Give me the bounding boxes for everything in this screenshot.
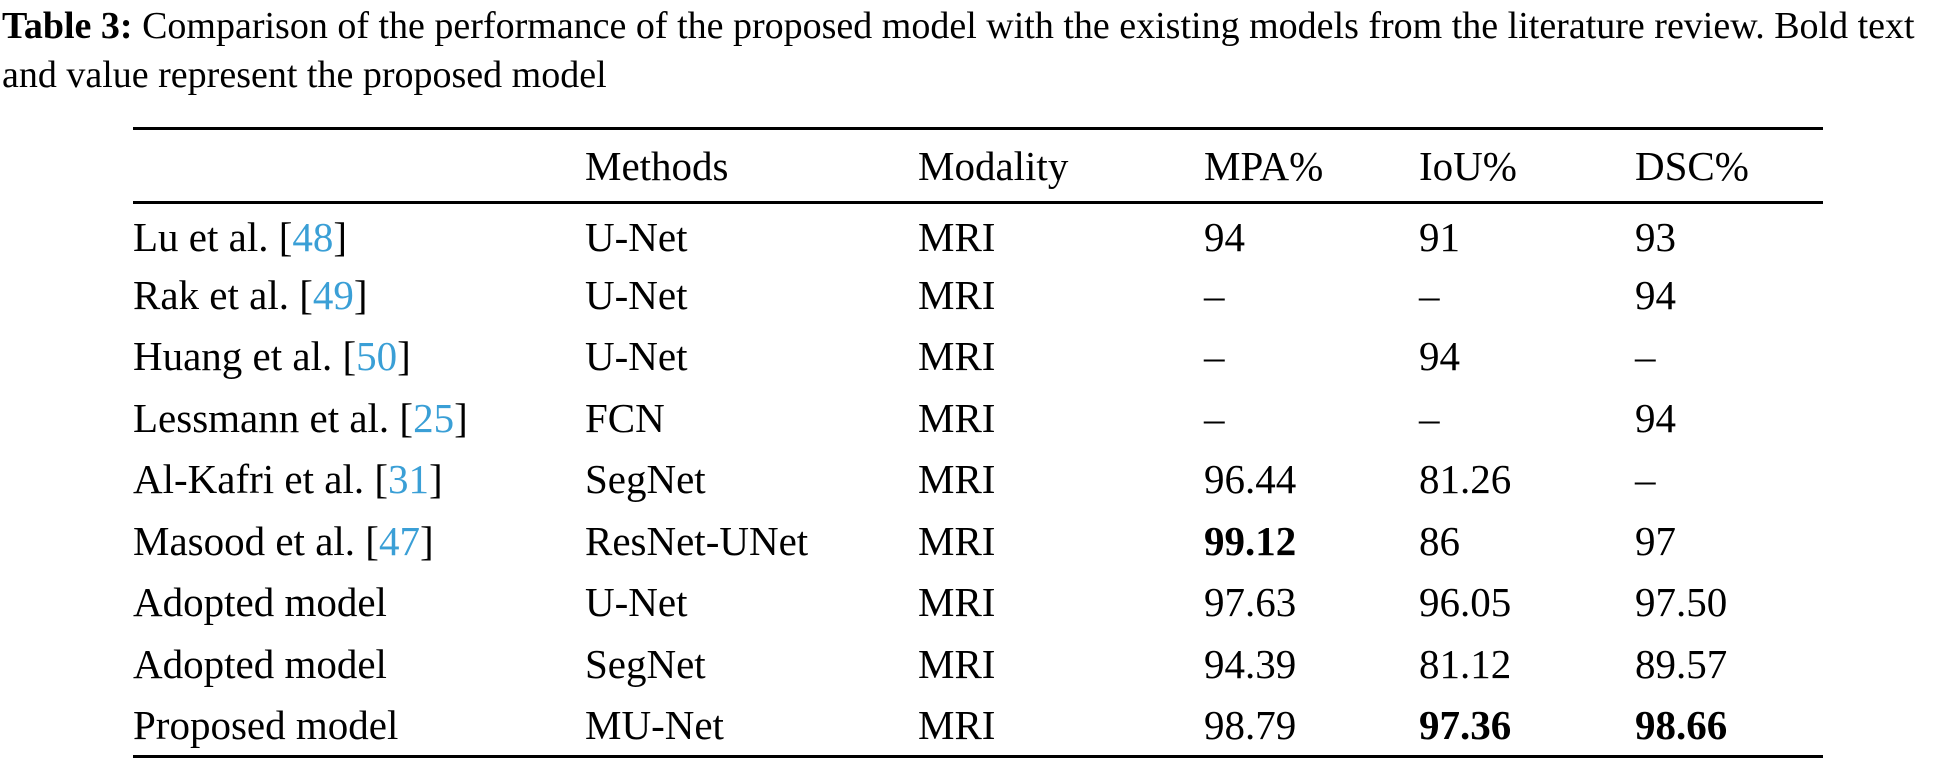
cell-dsc: – (1635, 333, 1656, 380)
reference-link[interactable]: 31 (388, 456, 429, 503)
study-author: Proposed model (133, 701, 399, 748)
cell-study: Huang et al. [50] (133, 326, 585, 388)
cell-dsc: 97.50 (1635, 579, 1728, 626)
cell-dsc: – (1635, 456, 1656, 503)
cell-iou: 81.26 (1419, 456, 1512, 503)
study-author: Rak et al. [ (133, 271, 313, 318)
cell-modality: MRI (918, 394, 996, 441)
cell-mpa: – (1204, 333, 1225, 380)
comparison-table-container: Methods Modality MPA% IoU% DSC% Lu et al… (133, 127, 1823, 758)
cell-mpa: 98.79 (1204, 701, 1297, 748)
header-row: Methods Modality MPA% IoU% DSC% (133, 129, 1823, 203)
cell-method: SegNet (585, 640, 706, 687)
table-row: Proposed model MU-Net MRI 98.79 97.36 98.66 (133, 695, 1823, 757)
caption-text: Comparison of the performance of the pro… (2, 5, 1915, 96)
cell-iou: 81.12 (1419, 640, 1512, 687)
cell-mpa: 94.39 (1204, 640, 1297, 687)
reference-link[interactable]: 25 (413, 394, 455, 441)
reference-bracket: ] (419, 517, 434, 564)
study-author: Huang et al. [ (133, 333, 357, 380)
cell-study: Lu et al. [48] (133, 203, 585, 265)
cell-iou: 96.05 (1419, 579, 1512, 626)
study-author: Al-Kafri et al. [ (133, 456, 388, 503)
cell-modality: MRI (918, 517, 996, 564)
reference-bracket: ] (397, 333, 411, 380)
cell-dsc: 97 (1635, 517, 1676, 564)
study-author: Masood et al. [ (133, 517, 379, 564)
reference-bracket: ] (454, 394, 468, 441)
cell-dsc: 98.66 (1635, 701, 1728, 748)
cell-study: Rak et al. [49] (133, 264, 585, 326)
study-author: Lessmann et al. [ (133, 394, 414, 441)
table-row: Al-Kafri et al. [31] SegNet MRI 96.44 81.26– (133, 449, 1823, 511)
table-row: Adopted model U-Net MRI 97.63 96.05 97.50 (133, 572, 1823, 634)
header-mpa: MPA% (1204, 142, 1324, 189)
cell-iou: – (1419, 271, 1440, 318)
cell-dsc: 94 (1635, 271, 1676, 318)
reference-link[interactable]: 50 (356, 333, 398, 380)
comparison-table: Methods Modality MPA% IoU% DSC% Lu et al… (133, 127, 1823, 758)
study-author: Lu et al. [ (133, 214, 293, 260)
table-body: Lu et al. [48] U-Net MRI 94 91 93 Rak et al. [… (133, 203, 1823, 757)
cell-iou: – (1419, 394, 1440, 441)
cell-method: U-Net (585, 579, 688, 626)
cell-mpa: 94 (1204, 214, 1245, 260)
table-row: Huang et al. [50] U-Net MRI –94– (133, 326, 1823, 388)
reference-link[interactable]: 49 (312, 271, 354, 318)
cell-modality: MRI (918, 456, 996, 503)
cell-method: U-Net (585, 333, 688, 380)
cell-method: U-Net (585, 214, 688, 260)
table-row: Lu et al. [48] U-Net MRI 94 91 93 (133, 203, 1823, 265)
study-author: Adopted model (133, 640, 387, 687)
table-row: Rak et al. [49] U-Net MRI – –94 (133, 264, 1823, 326)
cell-study: Masood et al. [47] (133, 510, 585, 572)
cell-modality: MRI (918, 640, 996, 687)
table-row: Masood et al. [47] ResNet-UNet MRI 99.12 86 9… (133, 510, 1823, 572)
cell-mpa: 97.63 (1204, 579, 1297, 626)
cell-study: Adopted model (133, 572, 585, 634)
table-header: Methods Modality MPA% IoU% DSC% (133, 128, 1823, 203)
cell-method: FCN (585, 394, 665, 441)
cell-modality: MRI (918, 333, 996, 380)
header-iou: IoU% (1419, 142, 1517, 189)
cell-method: U-Net (585, 271, 688, 318)
header-modality: Modality (918, 142, 1069, 189)
cell-mpa: – (1204, 271, 1225, 318)
cell-dsc: 93 (1635, 214, 1676, 260)
table-row: Lessmann et al. [25] FCN MRI – –94 (133, 387, 1823, 449)
cell-dsc: 89.57 (1635, 640, 1728, 687)
cell-mpa: – (1204, 394, 1225, 441)
reference-bracket: ] (333, 214, 348, 260)
cell-modality: MRI (918, 701, 996, 748)
cell-method: MU-Net (585, 701, 724, 748)
reference-bracket: ] (353, 271, 368, 318)
cell-study: Al-Kafri et al. [31] (133, 449, 585, 511)
cell-dsc: 94 (1635, 394, 1676, 441)
study-author: Adopted model (133, 579, 387, 626)
cell-method: ResNet-UNet (585, 517, 809, 564)
cell-iou: 91 (1419, 214, 1460, 260)
cell-mpa: 96.44 (1204, 456, 1297, 503)
cell-study: Proposed model (133, 695, 585, 757)
header-dsc: DSC% (1635, 142, 1749, 189)
table-caption: Table 3: Comparison of the performance o… (2, 2, 1948, 100)
table-row: Adopted model SegNet MRI 94.39 81.12 89.57 (133, 633, 1823, 695)
header-study (133, 129, 585, 203)
reference-link[interactable]: 47 (378, 517, 420, 564)
cell-iou: 86 (1419, 517, 1460, 564)
cell-study: Adopted model (133, 633, 585, 695)
caption-label: Table 3: (2, 5, 133, 47)
cell-method: SegNet (585, 456, 706, 503)
reference-bracket: ] (429, 456, 443, 503)
cell-mpa: 99.12 (1204, 517, 1297, 564)
header-methods: Methods (585, 142, 729, 189)
cell-modality: MRI (918, 579, 996, 626)
cell-study: Lessmann et al. [25] (133, 387, 585, 449)
reference-link[interactable]: 48 (292, 214, 334, 260)
cell-modality: MRI (918, 271, 996, 318)
cell-iou: 94 (1419, 333, 1460, 380)
cell-iou: 97.36 (1419, 701, 1512, 748)
cell-modality: MRI (918, 214, 996, 260)
